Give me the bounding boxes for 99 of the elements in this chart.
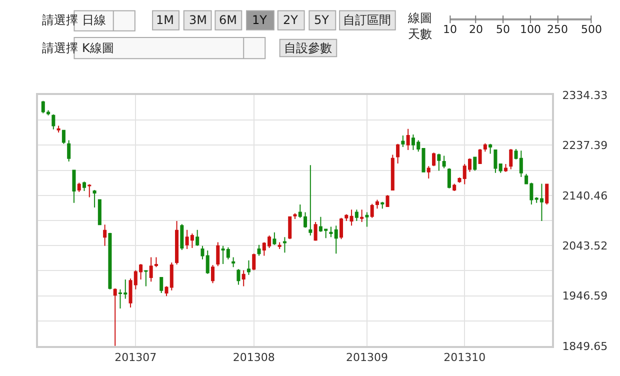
text: 2Y [283, 13, 299, 27]
candlestick [545, 183, 549, 205]
candlestick [447, 168, 451, 189]
text: 自設參數 [284, 41, 332, 55]
candlestick [232, 256, 236, 268]
candlestick [92, 189, 96, 208]
candlestick [200, 245, 204, 260]
candlestick [308, 164, 312, 236]
text: 3M [189, 13, 207, 27]
candlestick [175, 220, 179, 266]
candlestick [113, 288, 117, 346]
candlestick [452, 183, 456, 192]
text: 日線 [82, 13, 106, 27]
y-tick-label: 1946.59 [562, 290, 608, 303]
candlestick [216, 242, 220, 267]
candlestick [196, 229, 200, 246]
candlestick [494, 149, 498, 174]
candlestick [246, 260, 250, 276]
candlestick [498, 163, 502, 174]
candlestick [458, 177, 462, 184]
candlestick [288, 216, 292, 240]
candlestick [329, 226, 333, 238]
candlestick [340, 217, 344, 240]
candlestick [406, 128, 410, 151]
text: 天數 [408, 27, 432, 41]
candlestick [437, 153, 441, 172]
candlestick [365, 212, 369, 228]
candlestick [390, 154, 394, 191]
text: 請選擇 [42, 13, 78, 27]
candlestick [41, 100, 45, 114]
text: 250 [547, 23, 568, 36]
candlestick [370, 203, 374, 218]
candlestick [52, 114, 56, 130]
x-tick-label: 201310 [444, 351, 486, 364]
candlestick [509, 148, 513, 170]
text: 10 [443, 23, 457, 36]
y-tick-label: 1849.65 [562, 340, 608, 353]
candlestick [360, 209, 364, 223]
candlestick [375, 199, 379, 210]
y-tick-label: 2334.33 [562, 88, 608, 102]
candlestick [483, 142, 487, 152]
candlestick [257, 244, 261, 256]
text: 自訂區間 [343, 13, 391, 27]
candlestick [380, 201, 384, 210]
text: 5Y [314, 13, 330, 27]
candlestick [211, 264, 215, 284]
text: 20 [469, 23, 483, 36]
candlestick [144, 270, 148, 287]
candlestick [396, 143, 400, 164]
candlestick [103, 224, 107, 246]
candlestick [206, 250, 210, 274]
candlestick [77, 182, 81, 193]
candlestick [242, 270, 246, 287]
candlestick [334, 225, 338, 254]
candlestick [282, 236, 286, 254]
candlestick [108, 232, 112, 290]
candlestick [67, 140, 71, 162]
candlestick [354, 209, 358, 222]
candlestick [401, 135, 405, 148]
y-tick-label: 2237.39 [562, 139, 608, 152]
candlestick [272, 232, 276, 246]
candlestick [350, 209, 354, 226]
candlestick [72, 169, 76, 204]
candlestick [46, 110, 50, 116]
text: 請選擇 [42, 41, 78, 55]
text: 50 [496, 23, 510, 36]
text: 線圖 [407, 11, 432, 25]
candlestick [62, 129, 66, 144]
text: 1M [156, 13, 174, 27]
text: 500 [581, 23, 602, 36]
candlestick [88, 184, 92, 198]
x-tick-label: 201307 [114, 351, 157, 364]
candlestick [442, 155, 446, 169]
candlestick [314, 222, 318, 242]
candlestick [386, 194, 390, 208]
candlestick [344, 214, 348, 222]
y-tick-label: 2140.46 [562, 189, 608, 202]
candlestick [432, 152, 436, 167]
candlestick [82, 181, 86, 192]
text: 1Y [252, 13, 268, 27]
candlestick [160, 276, 164, 294]
candlestick [236, 268, 240, 286]
candlestick [98, 198, 102, 226]
candlestick [293, 212, 297, 220]
candlestick [278, 242, 282, 250]
y-tick-label: 2043.52 [562, 239, 608, 252]
text: K線圖 [82, 41, 114, 55]
candlestick [473, 156, 477, 172]
candlestick [478, 148, 482, 165]
x-tick-label: 201309 [346, 351, 388, 364]
candlestick [252, 253, 256, 271]
x-tick-label: 201308 [232, 351, 275, 364]
text: 100 [520, 23, 541, 36]
candlestick [488, 143, 492, 154]
candlestick [180, 224, 184, 251]
candlestick [56, 125, 60, 133]
candlestick [426, 166, 430, 180]
text: 6M [219, 13, 237, 27]
candlestick [504, 164, 508, 172]
